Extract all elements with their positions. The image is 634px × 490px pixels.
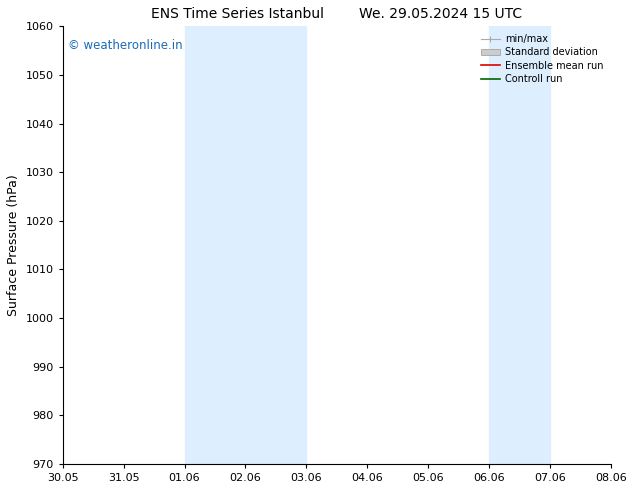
Bar — [184, 26, 306, 464]
Bar — [489, 26, 550, 464]
Title: ENS Time Series Istanbul        We. 29.05.2024 15 UTC: ENS Time Series Istanbul We. 29.05.2024 … — [152, 7, 522, 21]
Legend: min/max, Standard deviation, Ensemble mean run, Controll run: min/max, Standard deviation, Ensemble me… — [477, 31, 606, 87]
Text: © weatheronline.in: © weatheronline.in — [68, 39, 183, 52]
Y-axis label: Surface Pressure (hPa): Surface Pressure (hPa) — [7, 174, 20, 316]
